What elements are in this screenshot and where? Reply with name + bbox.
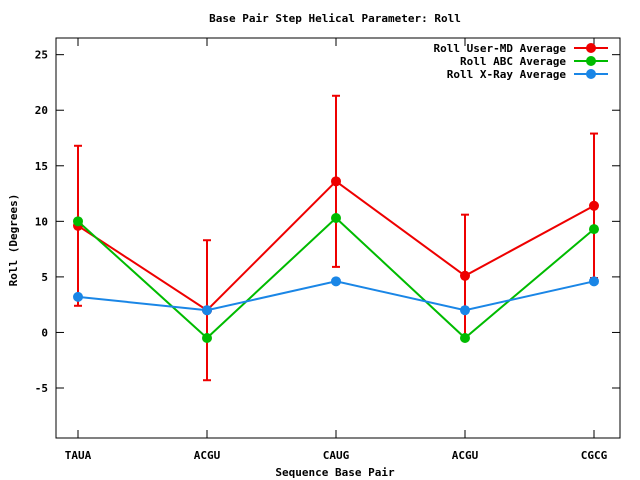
- data-point: [73, 216, 83, 227]
- legend-marker: [586, 69, 596, 79]
- legend-label: Roll X-Ray Average: [447, 68, 567, 81]
- data-point: [331, 213, 341, 223]
- series-group: [73, 276, 599, 316]
- y-tick-label: 15: [35, 160, 48, 173]
- plot-border: [55, 37, 621, 439]
- x-tick-label: CAUG: [323, 449, 350, 462]
- data-point: [589, 276, 599, 287]
- x-tick-label: TAUA: [65, 449, 92, 462]
- series-layer: [73, 94, 599, 382]
- y-axis-ticks: -5 0 5 10 15 20 25: [35, 49, 620, 395]
- series-group: [73, 213, 599, 343]
- x-tick-label: ACGU: [194, 449, 221, 462]
- data-point: [589, 200, 599, 211]
- y-tick-label: 0: [41, 326, 48, 339]
- y-tick-label: -5: [35, 382, 48, 395]
- plot-frame: [55, 37, 621, 439]
- data-point: [589, 224, 599, 235]
- data-point: [331, 276, 341, 287]
- legend-marker: [586, 56, 596, 66]
- x-tick-label: ACGU: [452, 449, 479, 462]
- data-point: [460, 270, 470, 281]
- series-group: [73, 94, 599, 382]
- legend-marker: [586, 43, 596, 53]
- data-point: [202, 305, 212, 316]
- chart-title: Base Pair Step Helical Parameter: Roll: [209, 12, 461, 25]
- data-point: [73, 291, 83, 302]
- y-tick-label: 25: [35, 49, 48, 62]
- x-tick-label: CGCG: [581, 449, 608, 462]
- y-axis-label: Roll (Degrees): [7, 194, 20, 287]
- legend-label: Roll User-MD Average: [434, 42, 567, 55]
- y-tick-label: 10: [35, 215, 48, 228]
- data-point: [460, 333, 470, 343]
- legend-label: Roll ABC Average: [460, 55, 566, 68]
- data-point: [331, 176, 341, 187]
- data-point: [460, 305, 470, 316]
- x-axis-label: Sequence Base Pair: [275, 466, 395, 479]
- data-point: [202, 333, 212, 343]
- x-axis-ticks: TAUA ACGU CAUG ACGU CGCG: [65, 38, 608, 462]
- y-tick-label: 5: [41, 271, 48, 284]
- y-tick-label: 20: [35, 104, 48, 117]
